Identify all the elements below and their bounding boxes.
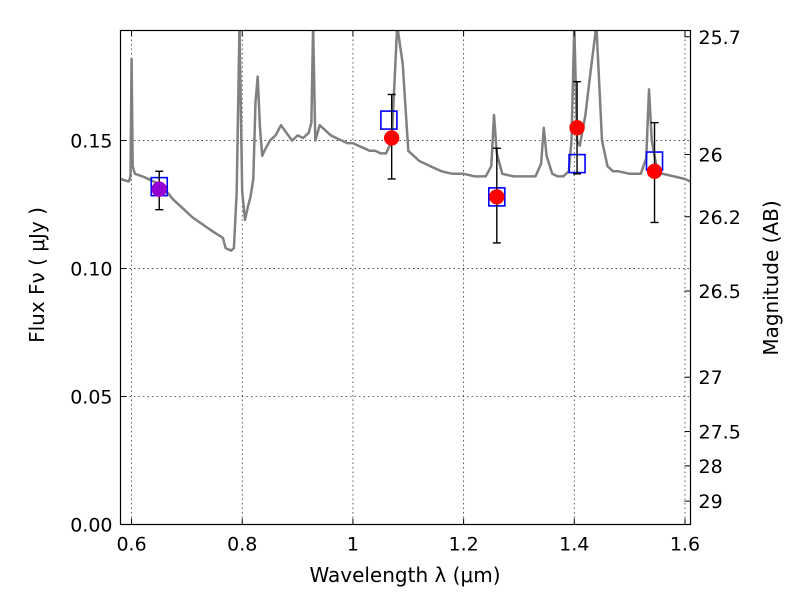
y-tick-label: 0.05: [70, 387, 112, 409]
y2-tick-label: 28: [699, 456, 723, 478]
y2-tick-label: 26.2: [699, 207, 741, 229]
y2-tick-label: 26.5: [699, 281, 741, 303]
y2-tick-label: 26: [699, 145, 723, 167]
y2-axis-label: Magnitude (AB): [759, 200, 783, 355]
axes: 0.6 0.8 1 1.2 1.4 1.6 0.00 0.05 0.10 0.15 25.7 26 26…: [70, 27, 741, 556]
y2-tick-label: 25.7: [699, 27, 741, 49]
x-tick-label: 1.2: [448, 534, 478, 556]
y2-tick-label: 27: [699, 367, 723, 389]
x-tick-label: 1: [347, 534, 359, 556]
observed-flux-point: [569, 120, 585, 136]
plot-frame: [119, 29, 692, 526]
observed-flux-point: [646, 163, 663, 180]
purple-data-point: [151, 181, 167, 197]
y2-tick-label: 29: [699, 491, 723, 513]
model-flux-square: [380, 110, 398, 130]
y-tick-label: 0.10: [70, 259, 112, 281]
y-axis-label: Flux Fν ( μJy ): [25, 207, 49, 343]
observed-flux-point: [383, 130, 400, 146]
template-spectrum-line: [120, 30, 691, 252]
y-tick-label: 0.00: [70, 515, 112, 537]
x-tick-label: 1.6: [670, 534, 700, 556]
y2-tick-label: 27.5: [699, 422, 741, 444]
x-tick-label: 0.6: [116, 534, 146, 556]
x-tick-label: 1.4: [559, 534, 589, 556]
observed-flux-point: [489, 189, 505, 205]
x-axis-label: Wavelength λ (μm): [309, 563, 500, 587]
plot-area: [120, 30, 691, 252]
y-tick-label: 0.15: [70, 131, 112, 153]
plot-series: [120, 30, 691, 252]
x-tick-label: 0.8: [227, 534, 257, 556]
